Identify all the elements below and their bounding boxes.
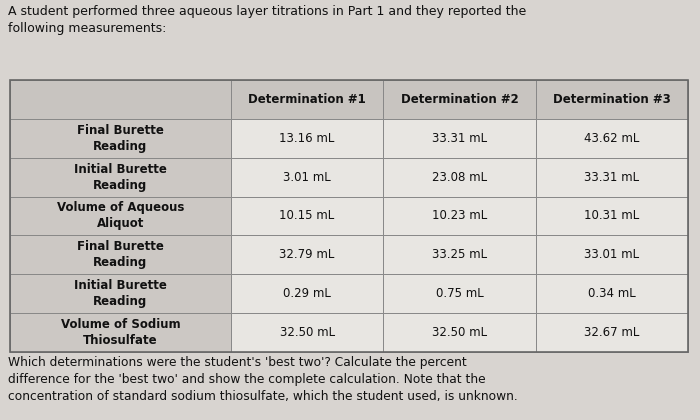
Text: 0.29 mL: 0.29 mL xyxy=(284,287,331,300)
Text: 3.01 mL: 3.01 mL xyxy=(284,171,331,184)
Bar xyxy=(10,119,231,158)
Bar xyxy=(536,197,688,236)
Text: Which determinations were the student's 'best two'? Calculate the percent
differ: Which determinations were the student's … xyxy=(8,356,518,403)
Text: Volume of Aqueous
Aliquot: Volume of Aqueous Aliquot xyxy=(57,202,184,231)
Bar xyxy=(10,158,231,197)
Text: 33.31 mL: 33.31 mL xyxy=(432,132,487,145)
Bar xyxy=(10,236,231,274)
Bar xyxy=(10,274,231,313)
Bar xyxy=(384,236,536,274)
Text: 43.62 mL: 43.62 mL xyxy=(584,132,640,145)
Text: 32.50 mL: 32.50 mL xyxy=(432,326,487,339)
Bar xyxy=(231,158,384,197)
Text: Final Burette
Reading: Final Burette Reading xyxy=(77,124,164,153)
Text: 33.01 mL: 33.01 mL xyxy=(584,248,639,261)
Text: 0.75 mL: 0.75 mL xyxy=(435,287,483,300)
Text: Initial Burette
Reading: Initial Burette Reading xyxy=(74,163,167,192)
Bar xyxy=(536,236,688,274)
Bar xyxy=(231,119,384,158)
Bar xyxy=(536,119,688,158)
Bar xyxy=(384,274,536,313)
Text: 23.08 mL: 23.08 mL xyxy=(432,171,487,184)
Bar xyxy=(536,313,688,352)
Bar xyxy=(10,197,231,236)
Text: 32.79 mL: 32.79 mL xyxy=(279,248,335,261)
Text: Final Burette
Reading: Final Burette Reading xyxy=(77,240,164,269)
Text: 10.23 mL: 10.23 mL xyxy=(432,210,487,223)
Bar xyxy=(231,313,384,352)
Text: A student performed three aqueous layer titrations in Part 1 and they reported t: A student performed three aqueous layer … xyxy=(8,5,526,35)
Bar xyxy=(536,80,688,119)
Bar xyxy=(384,158,536,197)
Text: Initial Burette
Reading: Initial Burette Reading xyxy=(74,279,167,308)
Bar xyxy=(384,119,536,158)
Text: Determination #1: Determination #1 xyxy=(248,93,366,106)
Bar xyxy=(231,236,384,274)
Text: 33.25 mL: 33.25 mL xyxy=(432,248,487,261)
Bar xyxy=(10,313,231,352)
Bar xyxy=(231,274,384,313)
Bar xyxy=(384,197,536,236)
Text: 0.34 mL: 0.34 mL xyxy=(588,287,636,300)
Bar xyxy=(231,197,384,236)
Text: Determination #2: Determination #2 xyxy=(400,93,518,106)
Text: 13.16 mL: 13.16 mL xyxy=(279,132,335,145)
Bar xyxy=(10,80,688,352)
Bar xyxy=(231,80,384,119)
Text: 10.31 mL: 10.31 mL xyxy=(584,210,639,223)
Text: 32.50 mL: 32.50 mL xyxy=(279,326,335,339)
Bar xyxy=(384,80,536,119)
Text: Determination #3: Determination #3 xyxy=(553,93,671,106)
Bar xyxy=(536,274,688,313)
Text: 32.67 mL: 32.67 mL xyxy=(584,326,640,339)
Bar xyxy=(536,158,688,197)
Text: 33.31 mL: 33.31 mL xyxy=(584,171,639,184)
Bar xyxy=(10,80,231,119)
Bar xyxy=(384,313,536,352)
Text: 10.15 mL: 10.15 mL xyxy=(279,210,335,223)
Text: Volume of Sodium
Thiosulfate: Volume of Sodium Thiosulfate xyxy=(61,318,181,347)
